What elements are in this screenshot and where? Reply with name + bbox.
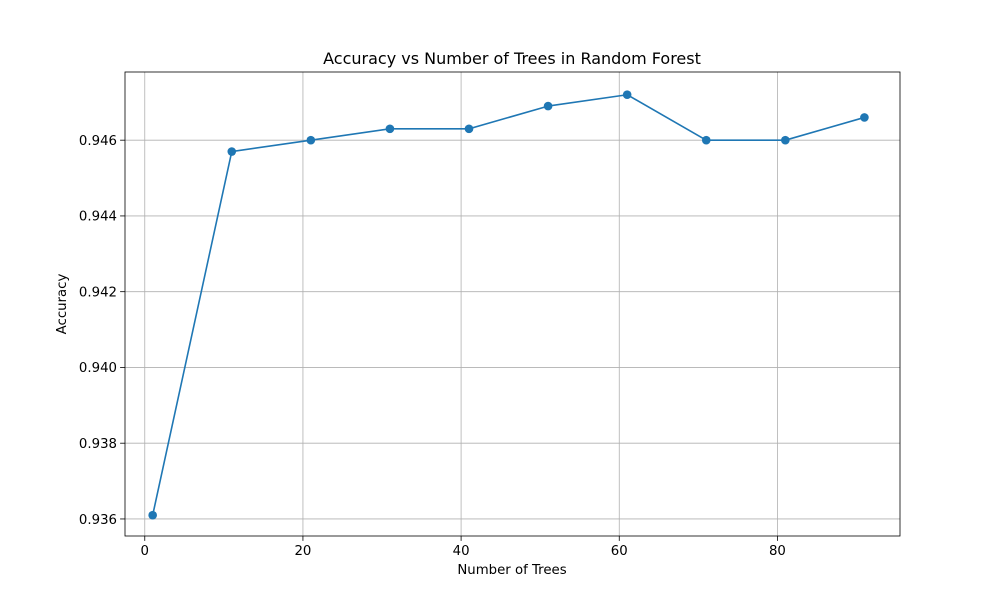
data-point bbox=[781, 135, 790, 145]
grid-layer bbox=[125, 72, 900, 536]
y-tick-label: 0.936 bbox=[79, 513, 117, 528]
x-tick-label: 80 bbox=[769, 544, 786, 559]
x-tick-label: 20 bbox=[294, 544, 311, 559]
data-point bbox=[306, 135, 316, 145]
x-tick-label: 0 bbox=[141, 544, 149, 559]
data-point bbox=[227, 147, 237, 156]
data-point bbox=[464, 124, 474, 134]
data-point bbox=[860, 113, 869, 122]
y-axis-label: Accuracy bbox=[55, 274, 70, 335]
axes-frame bbox=[124, 71, 901, 537]
data-point bbox=[622, 90, 632, 100]
y-tick-label: 0.944 bbox=[79, 210, 117, 225]
x-tick-label: 40 bbox=[453, 544, 470, 559]
y-tick-label: 0.940 bbox=[79, 361, 117, 376]
y-tick-label: 0.938 bbox=[79, 437, 117, 452]
series-layer bbox=[148, 90, 869, 520]
ticks-layer: 0 20 40 60 80 0.936 0.938 0.940 0.942 0.944 0.946 bbox=[79, 134, 786, 559]
data-point bbox=[701, 135, 711, 145]
series-line bbox=[151, 93, 865, 516]
x-tick-label: 60 bbox=[611, 544, 628, 559]
chart-title: Accuracy vs Number of Trees in Random Fo… bbox=[323, 49, 701, 68]
data-point bbox=[148, 510, 157, 520]
data-point bbox=[543, 101, 553, 111]
y-tick-label: 0.942 bbox=[79, 285, 117, 300]
data-point bbox=[385, 124, 395, 134]
x-axis-label: Number of Trees bbox=[457, 563, 566, 578]
y-tick-label: 0.946 bbox=[79, 134, 117, 149]
